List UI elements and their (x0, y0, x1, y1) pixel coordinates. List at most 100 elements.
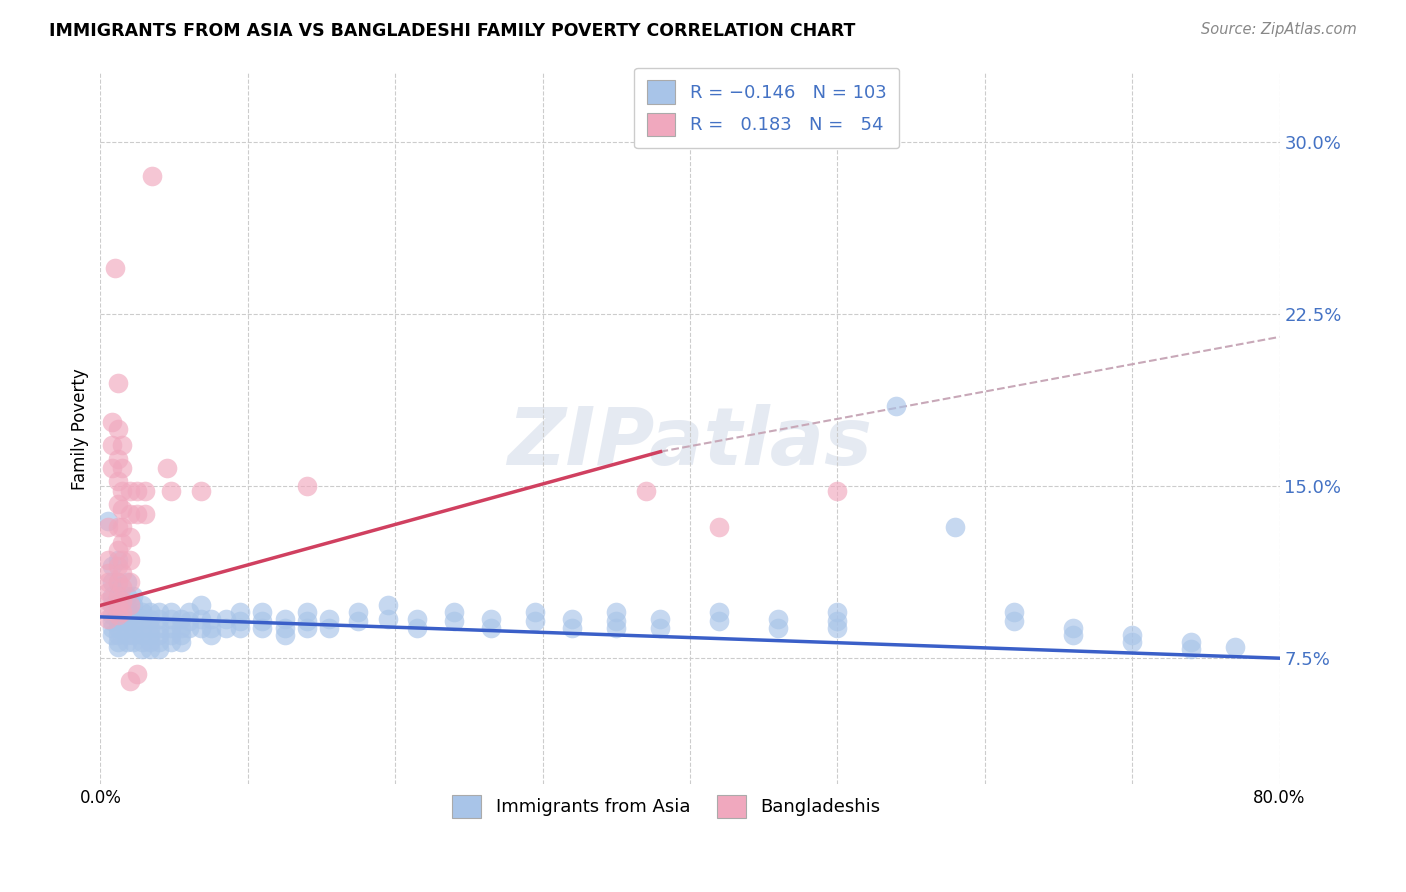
Point (97, 612, 120, 626)
Point (709, 605, 731, 619)
Point (111, 536, 134, 550)
Point (107, 475, 129, 489)
Point (134, 507, 156, 521)
Point (107, 640, 129, 654)
Point (134, 483, 156, 498)
Point (190, 612, 212, 626)
Point (170, 628, 193, 642)
Point (107, 543, 129, 558)
Point (884, 399, 907, 413)
Point (1180, 635, 1202, 649)
Point (827, 615, 849, 629)
Point (97, 514, 120, 528)
Point (118, 674, 141, 689)
Point (121, 615, 143, 629)
Point (1225, 640, 1247, 654)
Point (97, 575, 120, 590)
Point (107, 589, 129, 603)
Point (139, 612, 162, 626)
Point (127, 507, 149, 521)
Point (97, 594, 120, 608)
Point (214, 621, 236, 635)
Point (118, 575, 141, 590)
Point (107, 422, 129, 436)
Point (115, 621, 138, 635)
Point (107, 605, 129, 619)
Point (190, 599, 212, 613)
Point (121, 635, 143, 649)
Point (768, 621, 790, 635)
Point (177, 621, 200, 635)
Point (97, 520, 120, 534)
Point (827, 605, 849, 619)
Point (111, 438, 134, 452)
Y-axis label: Family Poverty: Family Poverty (72, 368, 89, 490)
Point (115, 615, 138, 629)
Point (101, 415, 124, 429)
Point (107, 599, 129, 613)
Point (111, 502, 134, 516)
Point (148, 628, 170, 642)
Point (273, 628, 295, 642)
Point (131, 605, 153, 619)
Point (121, 628, 143, 642)
Point (160, 612, 183, 626)
Point (295, 605, 318, 619)
Point (347, 605, 370, 619)
Point (107, 520, 129, 534)
Point (107, 589, 129, 603)
Point (650, 612, 672, 626)
Point (107, 615, 129, 629)
Point (118, 507, 141, 521)
Point (479, 621, 502, 635)
Point (443, 615, 465, 629)
Point (139, 621, 162, 635)
Point (443, 605, 465, 619)
Point (634, 483, 657, 498)
Point (406, 621, 429, 635)
Point (131, 635, 153, 649)
Point (650, 621, 672, 635)
Point (107, 628, 129, 642)
Point (148, 605, 170, 619)
Point (479, 612, 502, 626)
Point (131, 642, 153, 657)
Point (139, 642, 162, 657)
Point (200, 628, 222, 642)
Point (107, 498, 129, 512)
Point (107, 559, 129, 574)
Point (139, 635, 162, 649)
Point (709, 615, 731, 629)
Point (107, 451, 129, 466)
Text: IMMIGRANTS FROM ASIA VS BANGLADESHI FAMILY POVERTY CORRELATION CHART: IMMIGRANTS FROM ASIA VS BANGLADESHI FAMI… (49, 22, 856, 40)
Point (111, 552, 134, 566)
Point (121, 599, 143, 613)
Point (115, 599, 138, 613)
Point (561, 621, 583, 635)
Point (101, 575, 124, 590)
Point (97, 603, 120, 617)
Point (107, 552, 129, 566)
Point (1180, 642, 1202, 657)
Point (160, 605, 183, 619)
Point (377, 612, 399, 626)
Point (131, 612, 153, 626)
Text: Source: ZipAtlas.com: Source: ZipAtlas.com (1201, 22, 1357, 37)
Point (121, 621, 143, 635)
Point (170, 621, 193, 635)
Point (107, 376, 129, 390)
Point (131, 628, 153, 642)
Point (97, 552, 120, 566)
Point (115, 635, 138, 649)
Point (160, 621, 183, 635)
Point (768, 612, 790, 626)
Point (605, 615, 627, 629)
Point (295, 615, 318, 629)
Point (118, 552, 141, 566)
Point (115, 607, 138, 622)
Point (561, 612, 583, 626)
Point (111, 580, 134, 594)
Point (104, 261, 127, 276)
Point (127, 483, 149, 498)
Point (101, 607, 124, 622)
